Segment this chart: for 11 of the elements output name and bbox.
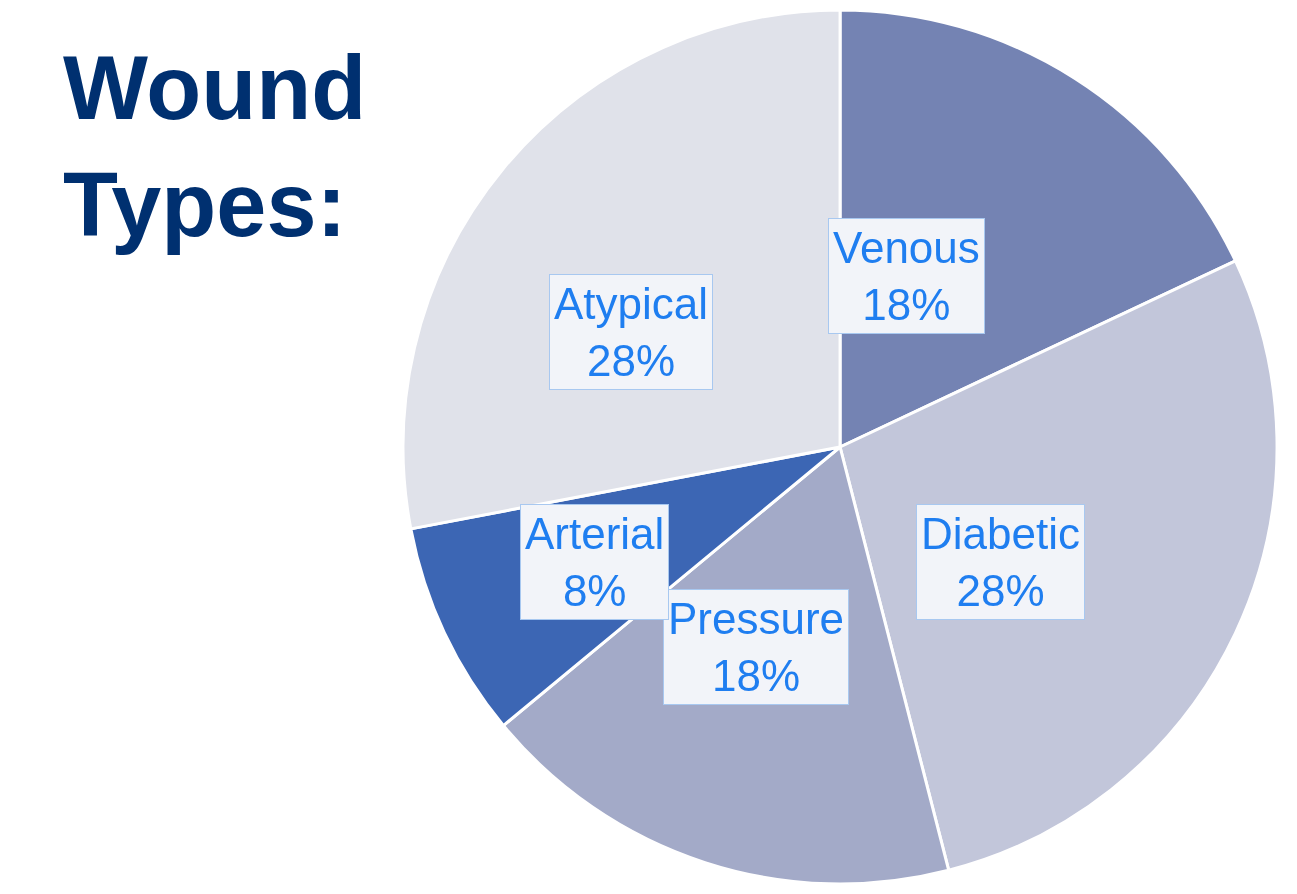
text: Wound Types: — [63, 38, 367, 255]
data-label: 28% — [956, 566, 1045, 616]
slice-label: Venous — [833, 223, 980, 272]
slice-label: Pressure — [668, 594, 845, 643]
slice-label: Diabetic — [921, 509, 1080, 558]
slice-label: Atypical — [554, 279, 709, 328]
data-label: 18% — [862, 280, 951, 330]
data-label: 18% — [712, 651, 801, 701]
data-label: 8% — [562, 566, 627, 616]
slice-label: Arterial — [525, 509, 665, 558]
data-label: 28% — [587, 336, 676, 386]
